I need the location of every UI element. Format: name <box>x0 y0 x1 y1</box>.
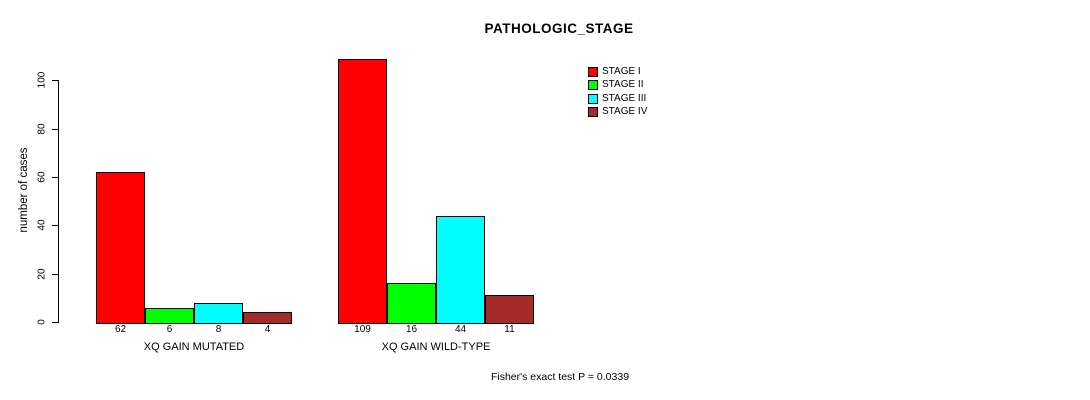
y-axis-tick-label: 100 <box>36 71 48 89</box>
bar <box>194 303 243 324</box>
bar-value-label: 109 <box>354 324 371 335</box>
y-axis-tick <box>52 322 58 323</box>
legend-label: STAGE II <box>602 79 644 91</box>
legend-swatch <box>588 67 598 77</box>
legend-label: STAGE IV <box>602 106 648 118</box>
y-axis-tick <box>52 129 58 130</box>
y-axis-label: number of cases <box>18 147 30 233</box>
bar-value-label: 6 <box>166 324 173 335</box>
y-axis-tick-label: 0 <box>36 319 48 325</box>
y-axis-line <box>58 80 59 323</box>
bar-value-label: 16 <box>405 324 418 335</box>
legend-swatch <box>588 93 598 104</box>
legend-swatch <box>588 80 598 91</box>
bar-value-label: 8 <box>215 324 222 335</box>
bar <box>485 295 534 324</box>
y-axis-tick-label: 20 <box>36 268 48 280</box>
bar-value-label: 11 <box>504 324 515 335</box>
annotation-text: Fisher's exact test P = 0.0339 <box>490 371 630 383</box>
bar-value-label: 44 <box>454 324 467 335</box>
bar <box>243 312 292 324</box>
legend-label: STAGE III <box>602 92 647 104</box>
bar <box>436 216 485 324</box>
bar <box>338 59 387 324</box>
y-axis-tick-label: 40 <box>36 219 48 231</box>
bar-value-label: 62 <box>114 324 127 335</box>
bar-value-label: 4 <box>264 324 271 335</box>
x-axis-category-label: XQ GAIN MUTATED <box>143 341 245 353</box>
y-axis-tick <box>52 274 58 275</box>
bar <box>96 172 145 324</box>
y-axis-tick <box>52 225 58 226</box>
bar <box>145 308 194 324</box>
bar <box>387 283 436 324</box>
y-axis-tick <box>52 80 58 81</box>
legend-label: STAGE I <box>602 66 641 77</box>
chart-title: PATHOLOGIC_STAGE <box>484 21 634 36</box>
y-axis-tick-label: 60 <box>36 171 48 183</box>
y-axis-tick-label: 80 <box>36 123 48 135</box>
y-axis-tick <box>52 177 58 178</box>
x-axis-category-label: XQ GAIN WILD-TYPE <box>381 341 491 353</box>
legend-swatch <box>588 107 598 118</box>
